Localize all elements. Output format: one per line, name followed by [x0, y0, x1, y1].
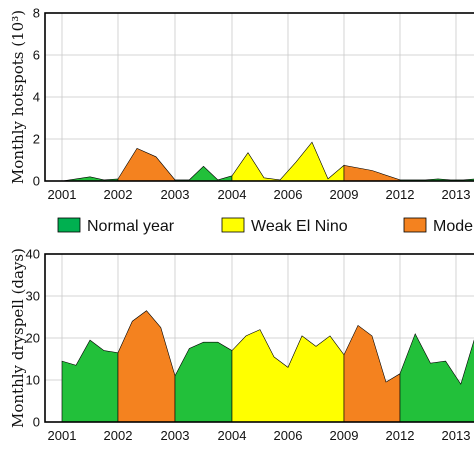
y-tick-label: 4	[33, 90, 40, 105]
x-tick-label: 2001	[48, 428, 77, 443]
x-tick-label: 2003	[161, 187, 190, 202]
area-segment-moderate	[117, 310, 176, 423]
y-tick-label: 8	[33, 6, 40, 21]
area-segment-normal	[174, 165, 233, 182]
y-tick-label: 20	[26, 331, 40, 346]
x-tick-label: 2006	[274, 187, 303, 202]
x-tick-label: 2012	[386, 187, 415, 202]
y-tick-label: 6	[33, 48, 40, 63]
legend-label: Mode	[433, 218, 473, 235]
x-tick-label: 2001	[48, 187, 77, 202]
x-tick-label: 2004	[218, 187, 247, 202]
plot-frame	[44, 253, 474, 423]
y-axis-label: Monthly hotspots (10³)	[9, 10, 27, 184]
plot-frame	[44, 12, 474, 182]
y-tick-label: 2	[33, 132, 40, 147]
y-tick-label: 0	[33, 415, 40, 430]
x-tick-label: 2013	[442, 428, 471, 443]
legend-swatch	[221, 217, 245, 233]
dryspell-chart: 0 10 20 30 40 2001 2002 2003 2004 2006 2009 2012 201…	[9, 247, 474, 443]
legend-swatch	[57, 217, 81, 233]
y-tick-label: 30	[26, 289, 40, 304]
hotspots-chart: 0 2 4 6 8 2001 2002 2003 2004 2006 2009 2012 2013 Mon…	[9, 6, 474, 202]
x-tick-label: 2004	[218, 428, 247, 443]
area-segment-normal	[399, 333, 474, 423]
area-segment-moderate	[343, 324, 401, 423]
y-axis-label: Monthly dryspell (days)	[9, 248, 27, 428]
area-segment-moderate	[117, 148, 176, 182]
area-segment-normal	[61, 339, 119, 423]
area-segment-normal	[174, 341, 233, 423]
area-segment-moderate	[343, 164, 401, 182]
x-tick-label: 2002	[104, 428, 133, 443]
legend-label: Normal year	[87, 218, 175, 235]
x-tick-label: 2006	[274, 428, 303, 443]
x-tick-label: 2009	[330, 187, 359, 202]
y-tick-label: 0	[33, 174, 40, 189]
x-tick-label: 2013	[442, 187, 471, 202]
legend-swatch	[403, 217, 427, 233]
x-tick-label: 2003	[161, 428, 190, 443]
x-tick-label: 2009	[330, 428, 359, 443]
x-tick-label: 2012	[386, 428, 415, 443]
y-tick-label: 40	[26, 247, 40, 262]
legend: Normal year Weak El Nino Mode	[57, 217, 473, 235]
y-tick-label: 10	[26, 373, 40, 388]
x-tick-label: 2002	[104, 187, 133, 202]
legend-label: Weak El Nino	[251, 218, 348, 235]
